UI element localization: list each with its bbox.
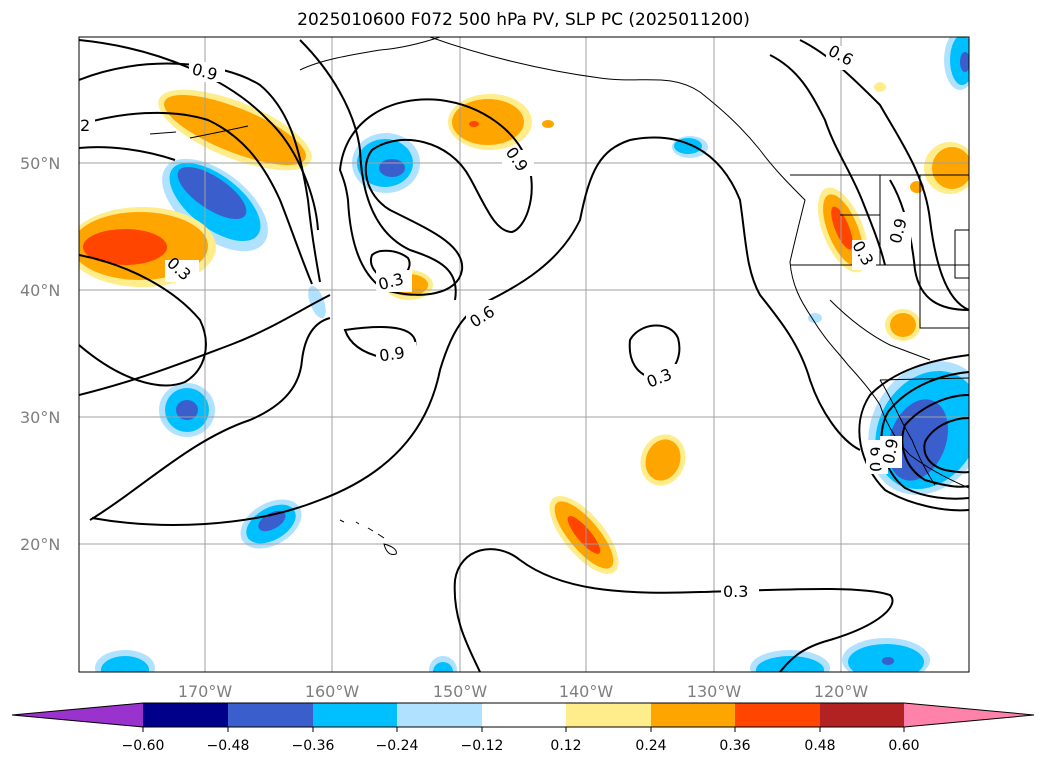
contour-south-0p3 xyxy=(453,548,894,672)
contour-mexico-core xyxy=(923,417,969,474)
contour-label-14: 0.9 xyxy=(879,437,902,465)
colorbar-tick-6: 0.12 xyxy=(550,738,581,754)
contour-mexico-inner xyxy=(901,394,969,488)
political-borders xyxy=(790,174,969,329)
pv-positive-anomaly-gyre-top xyxy=(448,94,532,150)
colorbar-tick-7: 0.24 xyxy=(635,738,666,754)
lat-label-30n: 30°N xyxy=(20,408,60,427)
pv-negative-anomaly-small xyxy=(308,37,969,323)
contour-central-low-0p3 xyxy=(628,324,681,380)
contour-label-5: 0.9 xyxy=(378,343,406,365)
contour-nw-inner xyxy=(79,111,313,285)
colorbar-tick-9: 0.48 xyxy=(804,738,835,754)
contour-central-0p6 xyxy=(91,136,861,526)
figure-title: 2025010600 F072 500 hPa PV, SLP PC (2025… xyxy=(297,10,750,30)
pv-negative-anomaly-mexico xyxy=(868,361,969,495)
colorbar-bin-6 xyxy=(566,703,651,727)
map-plot-area: 0.9 2 0.3 0.3 0.9 0.6 0.9 0.3 0.3 0.6 0.… xyxy=(79,37,969,672)
contour-dateline-secondary xyxy=(79,294,331,396)
slp-contours xyxy=(79,39,969,672)
lon-label-170w: 170°W xyxy=(178,682,233,701)
colorbar-bin-1 xyxy=(143,703,228,727)
colorbar-bin-7 xyxy=(651,703,735,727)
lon-label-120w: 120°W xyxy=(814,682,869,701)
colorbar-bin-9 xyxy=(820,703,904,727)
colorbar-bin-5 xyxy=(482,703,566,727)
coastline-alaska xyxy=(299,37,441,71)
lon-label-130w: 130°W xyxy=(687,682,742,701)
contour-nw-outer xyxy=(79,62,321,283)
contour-label-2: 2 xyxy=(80,116,90,135)
coastline-aleutians xyxy=(149,125,249,139)
coastline-hawaii xyxy=(339,519,397,555)
colorbar-bin-8 xyxy=(735,703,820,727)
pv-positive-anomaly-north xyxy=(158,89,312,171)
longitude-labels: 170°W 160°W 150°W 140°W 130°W 120°W xyxy=(178,682,869,701)
colorbar-tick-3: −0.36 xyxy=(292,738,335,754)
pv-negative-anomaly-nw xyxy=(162,158,268,252)
lon-label-140w: 140°W xyxy=(559,682,614,701)
colorbar-extend-low xyxy=(12,703,143,727)
map-frame xyxy=(78,36,970,673)
colorbar-tick-5: −0.12 xyxy=(461,738,504,754)
colorbar-tick-1: −0.60 xyxy=(122,738,165,754)
contour-nw-third xyxy=(79,146,176,161)
contour-labels: 0.9 2 0.3 0.3 0.9 0.6 0.9 0.3 0.3 0.6 0.… xyxy=(79,41,911,602)
colorbar-tick-8: 0.36 xyxy=(719,738,750,754)
contour-interior-0p9 xyxy=(889,179,969,311)
lat-label-50n: 50°N xyxy=(20,154,60,173)
colorbar-bin-2 xyxy=(228,703,313,727)
latitude-labels: 50°N 40°N 30°N 20°N xyxy=(20,154,60,554)
colorbar-bin-3 xyxy=(313,703,397,727)
colorbar-tick-4: −0.24 xyxy=(376,738,419,754)
contour-coast-0p9 xyxy=(769,54,886,266)
contour-gyre-outer xyxy=(299,39,457,301)
colorbar-bin-4 xyxy=(397,703,482,727)
coastlines xyxy=(149,37,969,555)
colorbar-tick-10: 0.60 xyxy=(888,738,919,754)
coastline-north-america xyxy=(429,37,969,489)
contour-label-9: 0.3 xyxy=(723,582,748,601)
lat-label-40n: 40°N xyxy=(20,281,60,300)
lon-label-160w: 160°W xyxy=(305,682,360,701)
border-us-mexico xyxy=(829,299,969,381)
coastline-baja-california xyxy=(879,379,936,486)
pv-negative-anomaly-30n xyxy=(159,383,215,437)
colorbar-tick-2: −0.48 xyxy=(207,738,250,754)
colorbar-extend-high xyxy=(904,703,1034,727)
colorbar: −0.60 −0.48 −0.36 −0.24 −0.12 0.12 0.24 … xyxy=(11,702,1035,754)
lon-label-150w: 150°W xyxy=(433,682,488,701)
contour-mexico-outer xyxy=(858,354,969,512)
pv-shading xyxy=(79,37,969,672)
contour-nw-top xyxy=(79,39,319,231)
lat-label-20n: 20°N xyxy=(20,535,60,554)
pv-negative-anomaly-20n xyxy=(240,499,302,549)
contour-south-dateline xyxy=(89,317,331,521)
